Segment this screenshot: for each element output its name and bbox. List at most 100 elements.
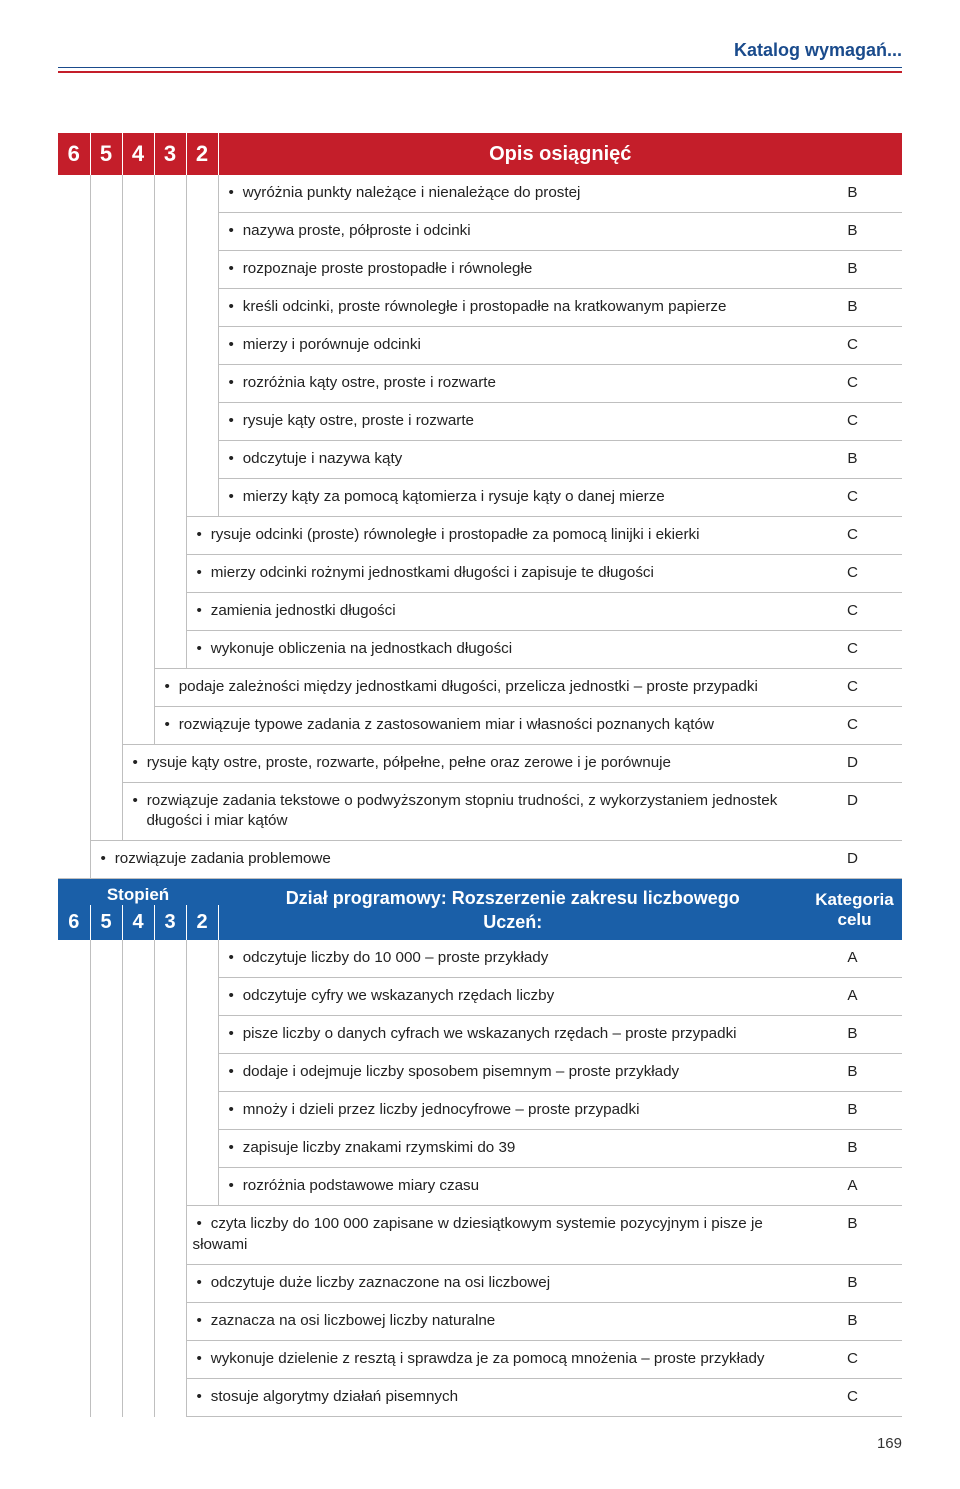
- row-description: • wyróżnia punkty należące i nienależące…: [218, 175, 807, 212]
- section2-title: Dział programowy: Rozszerzenie zakresu l…: [218, 879, 807, 941]
- row-description: • wykonuje obliczenia na jednostkach dłu…: [186, 630, 807, 668]
- row-description: • zapisuje liczby znakami rzymskimi do 3…: [218, 1130, 807, 1168]
- indent-cell: [90, 364, 122, 402]
- row-description: • rozpoznaje proste prostopadłe i równol…: [218, 250, 807, 288]
- indent-cell: [90, 706, 122, 744]
- row-category: B: [807, 288, 902, 326]
- indent-cell: [58, 592, 90, 630]
- row-description: • stosuje algorytmy działań pisemnych: [186, 1379, 807, 1417]
- grade-2-b: 2: [186, 905, 218, 940]
- indent-cell: [90, 175, 122, 212]
- table-row: • odczytuje cyfry we wskazanych rzędach …: [58, 978, 902, 1016]
- indent-cell: [90, 1016, 122, 1054]
- indent-cell: [154, 1206, 186, 1265]
- indent-cell: [90, 326, 122, 364]
- grade-5: 5: [90, 133, 122, 175]
- indent-cell: [58, 364, 90, 402]
- table-row: • zapisuje liczby znakami rzymskimi do 3…: [58, 1130, 902, 1168]
- indent-cell: [122, 1379, 154, 1417]
- indent-cell: [122, 1168, 154, 1206]
- indent-cell: [154, 1168, 186, 1206]
- row-description: • nazywa proste, półproste i odcinki: [218, 212, 807, 250]
- row-category: C: [807, 326, 902, 364]
- row-description: • rysuje odcinki (proste) równoległe i p…: [186, 516, 807, 554]
- indent-cell: [90, 1168, 122, 1206]
- indent-cell: [122, 1092, 154, 1130]
- indent-cell: [186, 1054, 218, 1092]
- row-description: • odczytuje cyfry we wskazanych rzędach …: [218, 978, 807, 1016]
- row-category: C: [807, 630, 902, 668]
- row-category: B: [807, 250, 902, 288]
- indent-cell: [186, 364, 218, 402]
- indent-cell: [90, 592, 122, 630]
- indent-cell: [154, 1054, 186, 1092]
- row-category: B: [807, 1130, 902, 1168]
- indent-cell: [58, 940, 90, 977]
- indent-cell: [58, 440, 90, 478]
- indent-cell: [122, 1303, 154, 1341]
- row-description: • rozwiązuje zadania tekstowe o podwyższ…: [122, 782, 807, 841]
- indent-cell: [122, 1054, 154, 1092]
- kategoria-label: Kategoria celu: [807, 879, 902, 941]
- indent-cell: [90, 478, 122, 516]
- indent-cell: [58, 706, 90, 744]
- row-category: B: [807, 1092, 902, 1130]
- grade-4-b: 4: [122, 905, 154, 940]
- indent-cell: [154, 326, 186, 364]
- indent-cell: [154, 630, 186, 668]
- table-row: • rysuje kąty ostre, proste i rozwarteC: [58, 402, 902, 440]
- row-category: C: [807, 554, 902, 592]
- table-row: • kreśli odcinki, proste równoległe i pr…: [58, 288, 902, 326]
- indent-cell: [122, 1016, 154, 1054]
- indent-cell: [122, 212, 154, 250]
- indent-cell: [154, 1016, 186, 1054]
- row-category: B: [807, 1016, 902, 1054]
- indent-cell: [154, 554, 186, 592]
- indent-cell: [122, 402, 154, 440]
- indent-cell: [58, 288, 90, 326]
- indent-cell: [122, 1265, 154, 1303]
- indent-cell: [58, 782, 90, 841]
- indent-cell: [186, 440, 218, 478]
- indent-cell: [186, 250, 218, 288]
- indent-cell: [154, 402, 186, 440]
- row-category: A: [807, 1168, 902, 1206]
- table-row: • podaje zależności między jednostkami d…: [58, 668, 902, 706]
- row-description: • odczytuje duże liczby zaznaczone na os…: [186, 1265, 807, 1303]
- row-description: • kreśli odcinki, proste równoległe i pr…: [218, 288, 807, 326]
- indent-cell: [90, 1130, 122, 1168]
- indent-cell: [90, 1265, 122, 1303]
- indent-cell: [154, 1341, 186, 1379]
- table-row: • odczytuje liczby do 10 000 – proste pr…: [58, 940, 902, 977]
- indent-cell: [58, 841, 90, 879]
- indent-cell: [154, 175, 186, 212]
- table-row: • rysuje odcinki (proste) równoległe i p…: [58, 516, 902, 554]
- row-description: • mierzy kąty za pomocą kątomierza i rys…: [218, 478, 807, 516]
- table-row: • wyróżnia punkty należące i nienależące…: [58, 175, 902, 212]
- table-row: • zamienia jednostki długościC: [58, 592, 902, 630]
- indent-cell: [154, 478, 186, 516]
- indent-cell: [122, 440, 154, 478]
- indent-cell: [58, 516, 90, 554]
- indent-cell: [122, 288, 154, 326]
- row-description: • rysuje kąty ostre, proste i rozwarte: [218, 402, 807, 440]
- row-category: B: [807, 1265, 902, 1303]
- table-row: • nazywa proste, półproste i odcinkiB: [58, 212, 902, 250]
- indent-cell: [154, 978, 186, 1016]
- indent-cell: [90, 402, 122, 440]
- indent-cell: [90, 554, 122, 592]
- row-description: • rozwiązuje zadania problemowe: [90, 841, 807, 879]
- indent-cell: [58, 1130, 90, 1168]
- indent-cell: [154, 364, 186, 402]
- row-category: B: [807, 1206, 902, 1265]
- indent-cell: [122, 516, 154, 554]
- row-category: B: [807, 1303, 902, 1341]
- row-description: • odczytuje i nazywa kąty: [218, 440, 807, 478]
- table-row: • rozwiązuje zadania problemoweD: [58, 841, 902, 879]
- row-description: • odczytuje liczby do 10 000 – proste pr…: [218, 940, 807, 977]
- indent-cell: [58, 554, 90, 592]
- indent-cell: [58, 1265, 90, 1303]
- indent-cell: [154, 288, 186, 326]
- indent-cell: [58, 175, 90, 212]
- indent-cell: [90, 782, 122, 841]
